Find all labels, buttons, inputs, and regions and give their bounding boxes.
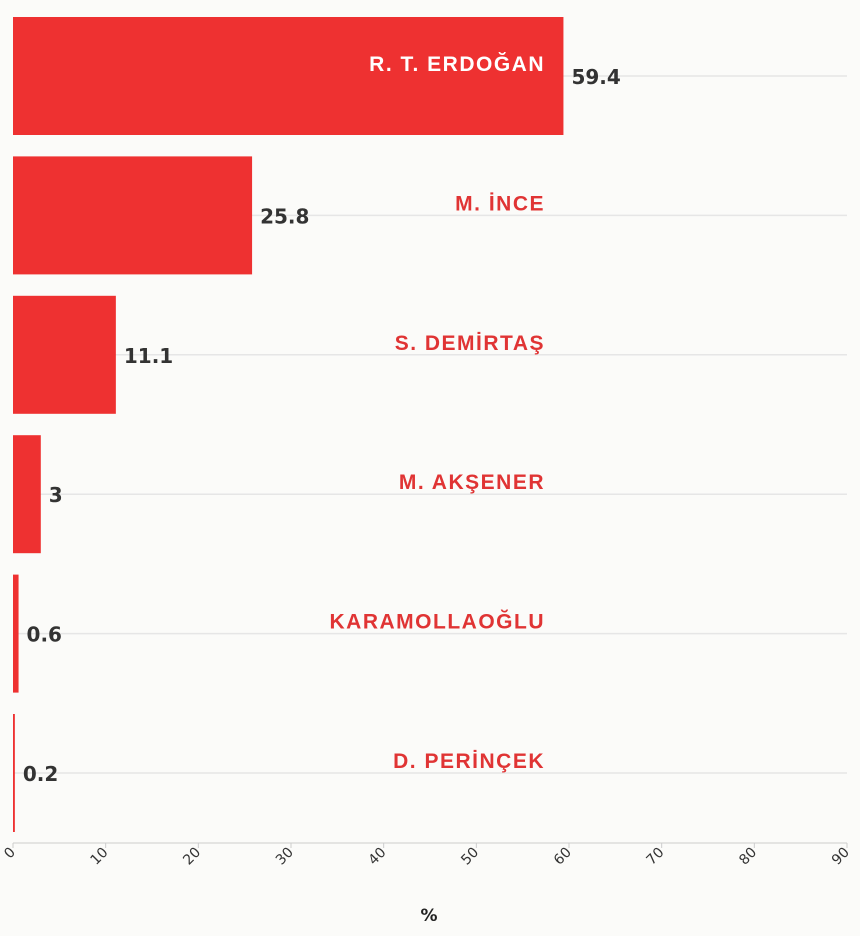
x-axis: 0 10 20 30 40 50 60 70 80 90 xyxy=(1,842,853,869)
category-label-r-t-erdogan: R. T. ERDOĞAN xyxy=(369,52,545,76)
x-tick-label: 70 xyxy=(644,845,668,869)
labels: 59.4 R. T. ERDOĞAN 25.8 M. İNCE 11.1 S. DEMİR… xyxy=(23,52,621,786)
category-label-karamollaoglu: KARAMOLLAOĞLU xyxy=(330,610,545,634)
bar-karamollaoglu xyxy=(13,574,19,693)
x-tick-label: 60 xyxy=(551,845,575,869)
x-tick-label: 40 xyxy=(366,845,390,869)
category-label-m-ince: M. İNCE xyxy=(455,192,545,215)
x-tick-label: 0 xyxy=(1,845,19,863)
category-label-s-demirtas: S. DEMİRTAŞ xyxy=(395,332,545,355)
value-label-karamollaoglu: 0.6 xyxy=(27,623,62,647)
bar-m-ince xyxy=(13,156,253,275)
bar-s-demirtas xyxy=(13,295,116,414)
x-tick-label: 50 xyxy=(458,845,482,869)
bar-r-t-erdogan xyxy=(13,17,564,135)
value-label-d-perincek: 0.2 xyxy=(23,762,58,786)
category-label-m-aksener: M. AKŞENER xyxy=(399,471,545,494)
value-label-m-ince: 25.8 xyxy=(260,204,309,228)
category-label-d-perincek: D. PERİNÇEK xyxy=(393,750,545,773)
bar-d-perincek xyxy=(13,714,15,832)
value-label-s-demirtas: 11.1 xyxy=(124,344,173,368)
value-label-r-t-erdogan: 59.4 xyxy=(571,65,620,89)
x-tick-label: 30 xyxy=(273,845,297,869)
x-tick-label: 10 xyxy=(88,845,112,869)
value-label-m-aksener: 3 xyxy=(49,483,63,507)
x-tick-label: 80 xyxy=(736,845,760,869)
x-tick-label: 20 xyxy=(180,845,204,869)
bars xyxy=(13,17,564,832)
x-axis-label: % xyxy=(420,906,437,926)
x-tick-label: 90 xyxy=(829,845,853,869)
bar-m-aksener xyxy=(13,435,41,554)
